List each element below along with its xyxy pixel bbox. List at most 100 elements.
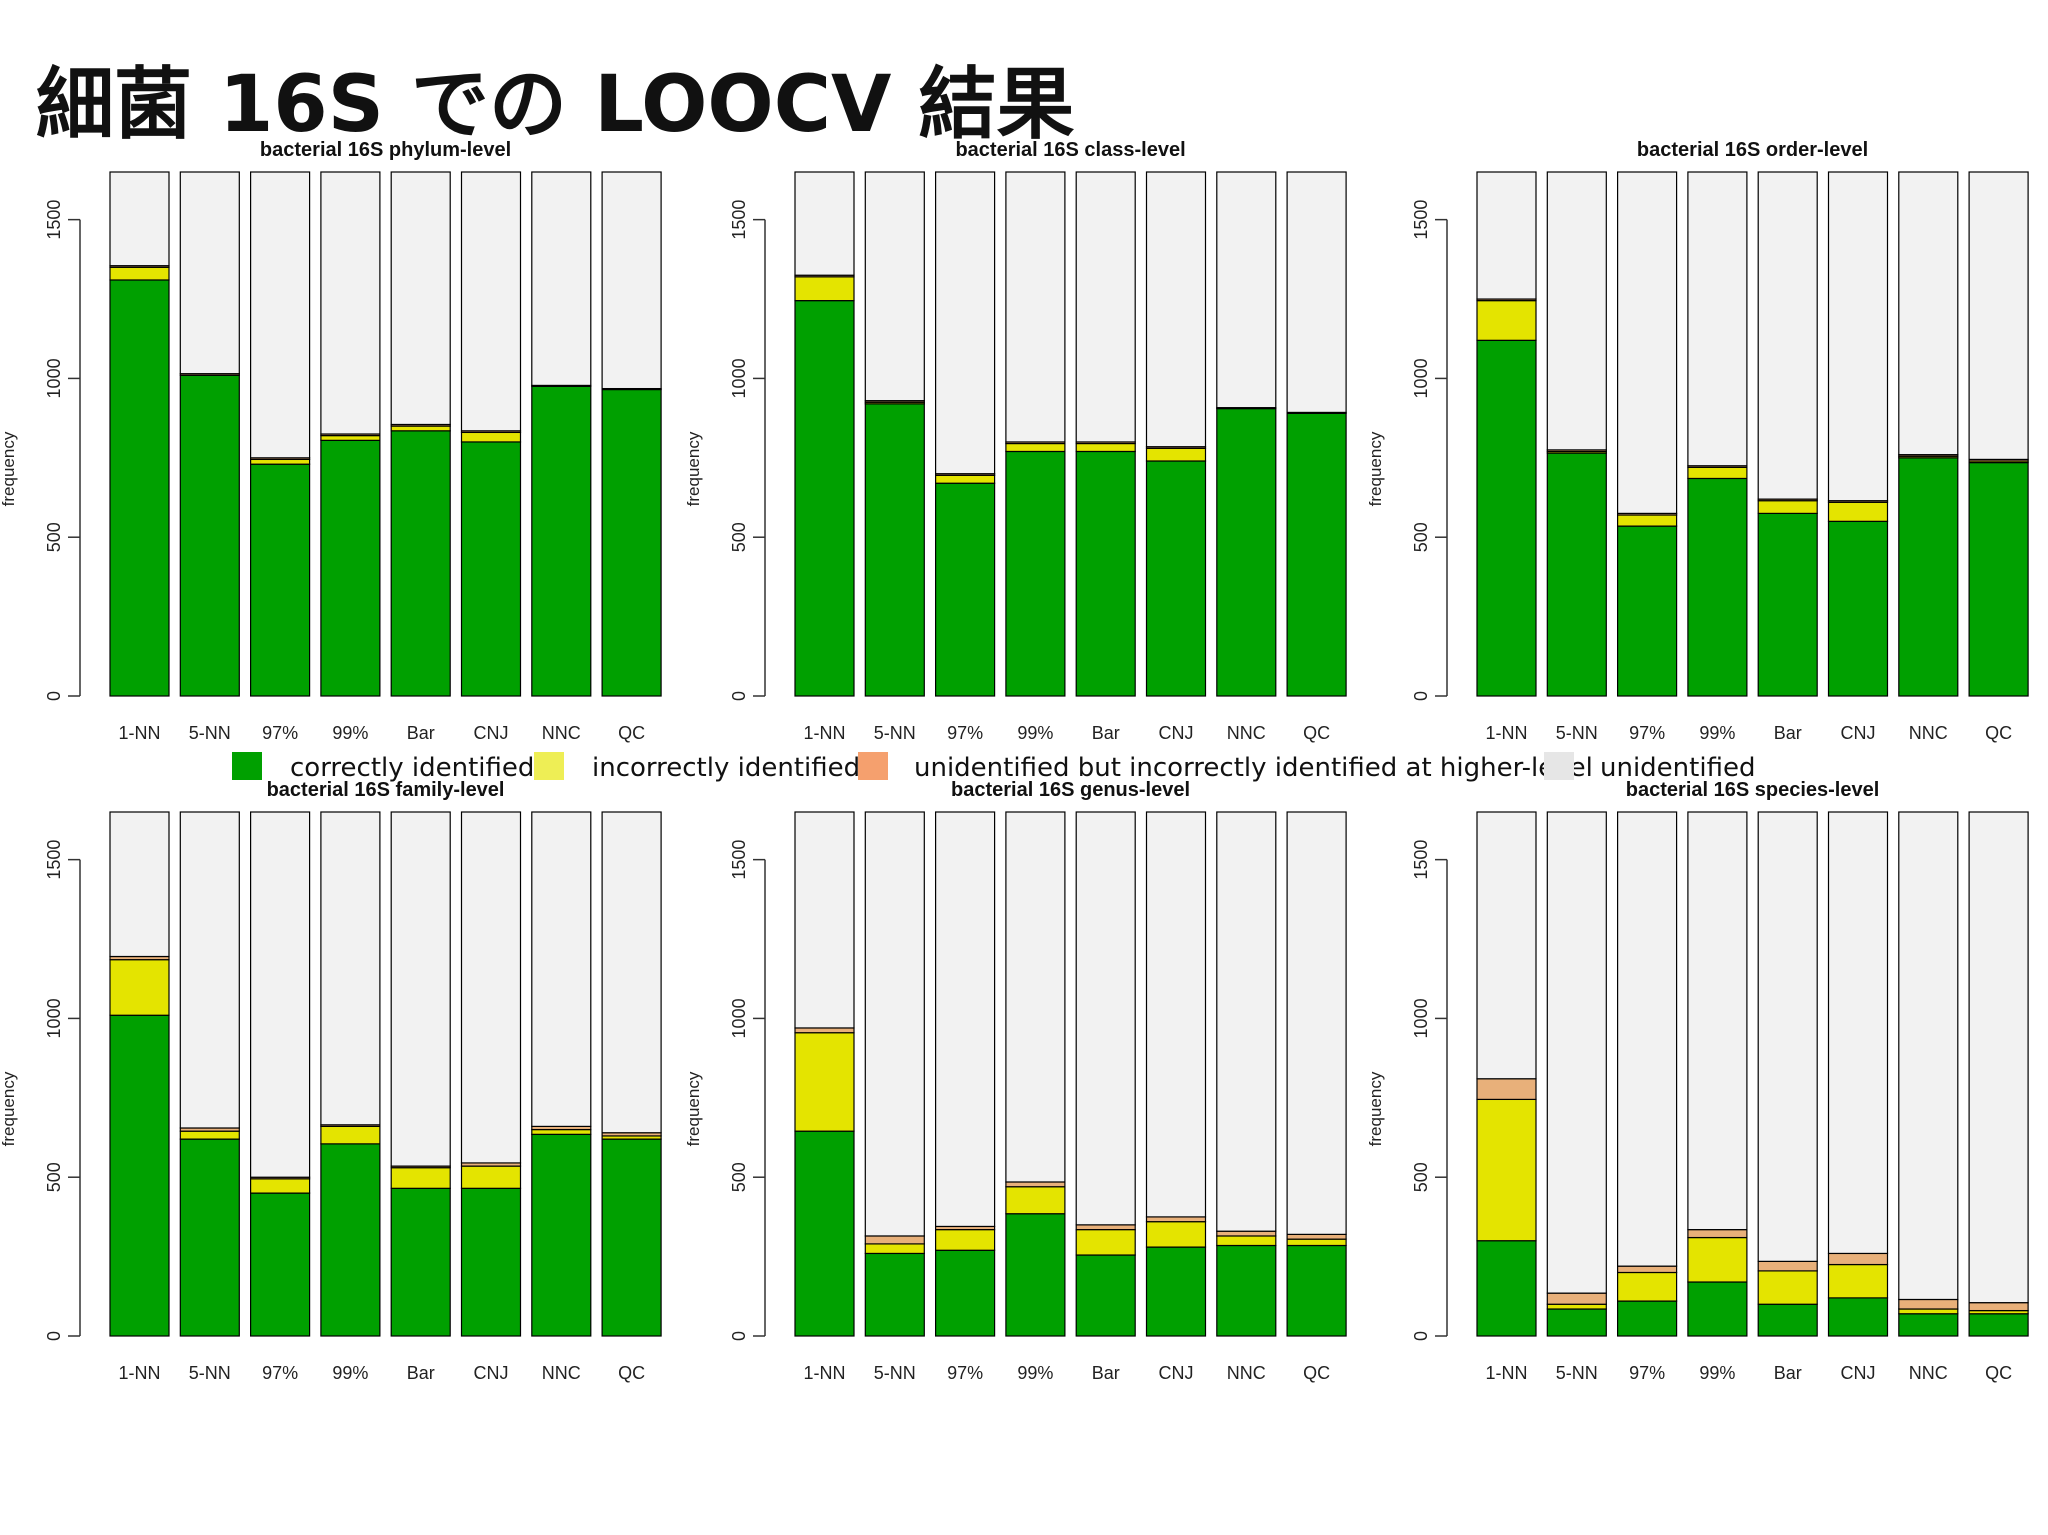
bar-segment-incorrect xyxy=(1075,442,1136,453)
bar-segment-incorrect xyxy=(390,1167,451,1189)
x-tick-label: 5-NN xyxy=(189,723,231,743)
bar-segment-higher xyxy=(1075,1224,1136,1231)
bar-segment-incorrect xyxy=(1145,447,1207,462)
bar-segment-correct xyxy=(460,441,522,697)
bar-segment-correct xyxy=(1075,1254,1136,1337)
bar-segment-incorrect xyxy=(1216,1235,1277,1247)
y-tick-label: 0 xyxy=(44,1331,64,1341)
bar-segment-unidentified xyxy=(1827,811,1889,1255)
y-tick-label: 500 xyxy=(1411,522,1431,552)
bar-segment-unidentified xyxy=(1005,171,1066,443)
bar-segment-unidentified xyxy=(1476,171,1537,300)
bar-segment-unidentified xyxy=(1546,811,1607,1294)
bar-segment-unidentified xyxy=(109,811,170,958)
bar-segment-incorrect xyxy=(250,1178,311,1194)
x-tick-label: 99% xyxy=(1017,1363,1053,1383)
bar-segment-correct xyxy=(179,374,240,697)
bar-segment-correct xyxy=(1616,1300,1678,1337)
x-tick-label: Bar xyxy=(1092,1363,1120,1383)
x-tick-label: QC xyxy=(1303,1363,1330,1383)
bar-segment-unidentified xyxy=(1286,171,1347,414)
legend-swatch-higher xyxy=(858,752,888,780)
x-tick-label: 97% xyxy=(947,1363,983,1383)
bar-segment-incorrect xyxy=(320,1125,381,1145)
y-axis-label: frequency xyxy=(1366,431,1385,506)
bar-segment-correct xyxy=(531,385,592,697)
x-tick-label: 5-NN xyxy=(189,1363,231,1383)
x-tick-label: NNC xyxy=(1909,1363,1948,1383)
bar-segment-unidentified xyxy=(1757,171,1818,500)
x-tick-label: QC xyxy=(618,723,645,743)
bar-segment-unidentified xyxy=(1827,171,1889,502)
x-tick-label: QC xyxy=(618,1363,645,1383)
x-tick-label: Bar xyxy=(407,1363,435,1383)
bar-segment-incorrect xyxy=(460,431,522,443)
bar-segment-unidentified xyxy=(1145,811,1207,1218)
bar-segment-unidentified xyxy=(864,171,925,402)
bar-segment-unidentified xyxy=(1145,171,1207,448)
x-tick-label: 97% xyxy=(262,1363,298,1383)
bar-segment-unidentified xyxy=(601,171,662,390)
legend-label-correct: correctly identified xyxy=(290,753,534,783)
bar-segment-correct xyxy=(250,1192,311,1337)
x-tick-label: 99% xyxy=(1699,723,1735,743)
bar-segment-correct xyxy=(1757,1303,1818,1337)
slide-title: 細菌 16S での LOOCV 結果 xyxy=(36,60,1075,150)
bar-segment-correct xyxy=(934,482,996,697)
panel-title: bacterial 16S class-level xyxy=(955,139,1185,161)
bar-segment-higher xyxy=(1216,1230,1277,1237)
x-tick-label: CNJ xyxy=(1159,1363,1194,1383)
bar-segment-correct xyxy=(1968,461,2029,697)
bar-segment-correct xyxy=(1286,1244,1347,1337)
x-tick-label: 5-NN xyxy=(1556,1363,1598,1383)
x-tick-label: 97% xyxy=(1629,723,1665,743)
bar-segment-unidentified xyxy=(1898,811,1959,1301)
bar-segment-unidentified xyxy=(794,171,855,276)
panel-title: bacterial 16S genus-level xyxy=(951,779,1190,801)
bar-segment-correct xyxy=(1546,452,1607,697)
bar-segment-unidentified xyxy=(1286,811,1347,1235)
bar-segment-incorrect xyxy=(1476,1098,1537,1242)
bar-segment-incorrect xyxy=(794,276,855,302)
bar-segment-correct xyxy=(1687,1281,1748,1337)
x-tick-label: Bar xyxy=(407,723,435,743)
y-tick-label: 500 xyxy=(729,1162,749,1192)
y-tick-label: 1000 xyxy=(44,998,64,1038)
x-tick-label: 1-NN xyxy=(1485,1363,1527,1383)
legend-swatch-incorrect xyxy=(534,752,564,780)
bar-segment-unidentified xyxy=(109,171,170,267)
x-tick-label: 5-NN xyxy=(874,723,916,743)
bar-segment-unidentified xyxy=(1216,171,1277,409)
x-tick-label: NNC xyxy=(1227,1363,1266,1383)
bar-segment-correct xyxy=(250,463,311,697)
bar-segment-incorrect xyxy=(1005,1186,1066,1215)
bar-segment-unidentified xyxy=(1968,171,2029,461)
x-tick-label: 99% xyxy=(332,723,368,743)
y-tick-label: 0 xyxy=(1411,1331,1431,1341)
bar-segment-correct xyxy=(794,1130,855,1337)
bar-segment-correct xyxy=(1757,512,1818,697)
x-tick-label: 1-NN xyxy=(118,723,160,743)
bar-segment-incorrect xyxy=(1687,466,1748,480)
y-axis-label: frequency xyxy=(0,1071,18,1146)
bar-segment-higher xyxy=(1546,1292,1607,1305)
x-tick-label: 99% xyxy=(1699,1363,1735,1383)
x-tick-label: Bar xyxy=(1774,1363,1802,1383)
bar-segment-unidentified xyxy=(320,811,381,1126)
bar-segment-incorrect xyxy=(531,1128,592,1135)
bar-segment-incorrect xyxy=(1145,1221,1207,1248)
x-tick-label: CNJ xyxy=(474,723,509,743)
bar-segment-incorrect xyxy=(1757,1270,1818,1305)
bar-segment-correct xyxy=(1827,520,1889,697)
x-tick-label: NNC xyxy=(542,723,581,743)
x-tick-label: NNC xyxy=(1909,723,1948,743)
bar-segment-higher xyxy=(864,1235,925,1245)
y-tick-label: 1500 xyxy=(44,200,64,240)
bar-segment-correct xyxy=(1898,457,1959,697)
y-tick-label: 0 xyxy=(729,691,749,701)
bar-segment-unidentified xyxy=(1616,171,1678,514)
bar-segment-correct xyxy=(864,403,925,697)
bar-segment-higher xyxy=(1687,1229,1748,1239)
bar-segment-correct xyxy=(109,1014,170,1337)
y-tick-label: 500 xyxy=(44,1162,64,1192)
